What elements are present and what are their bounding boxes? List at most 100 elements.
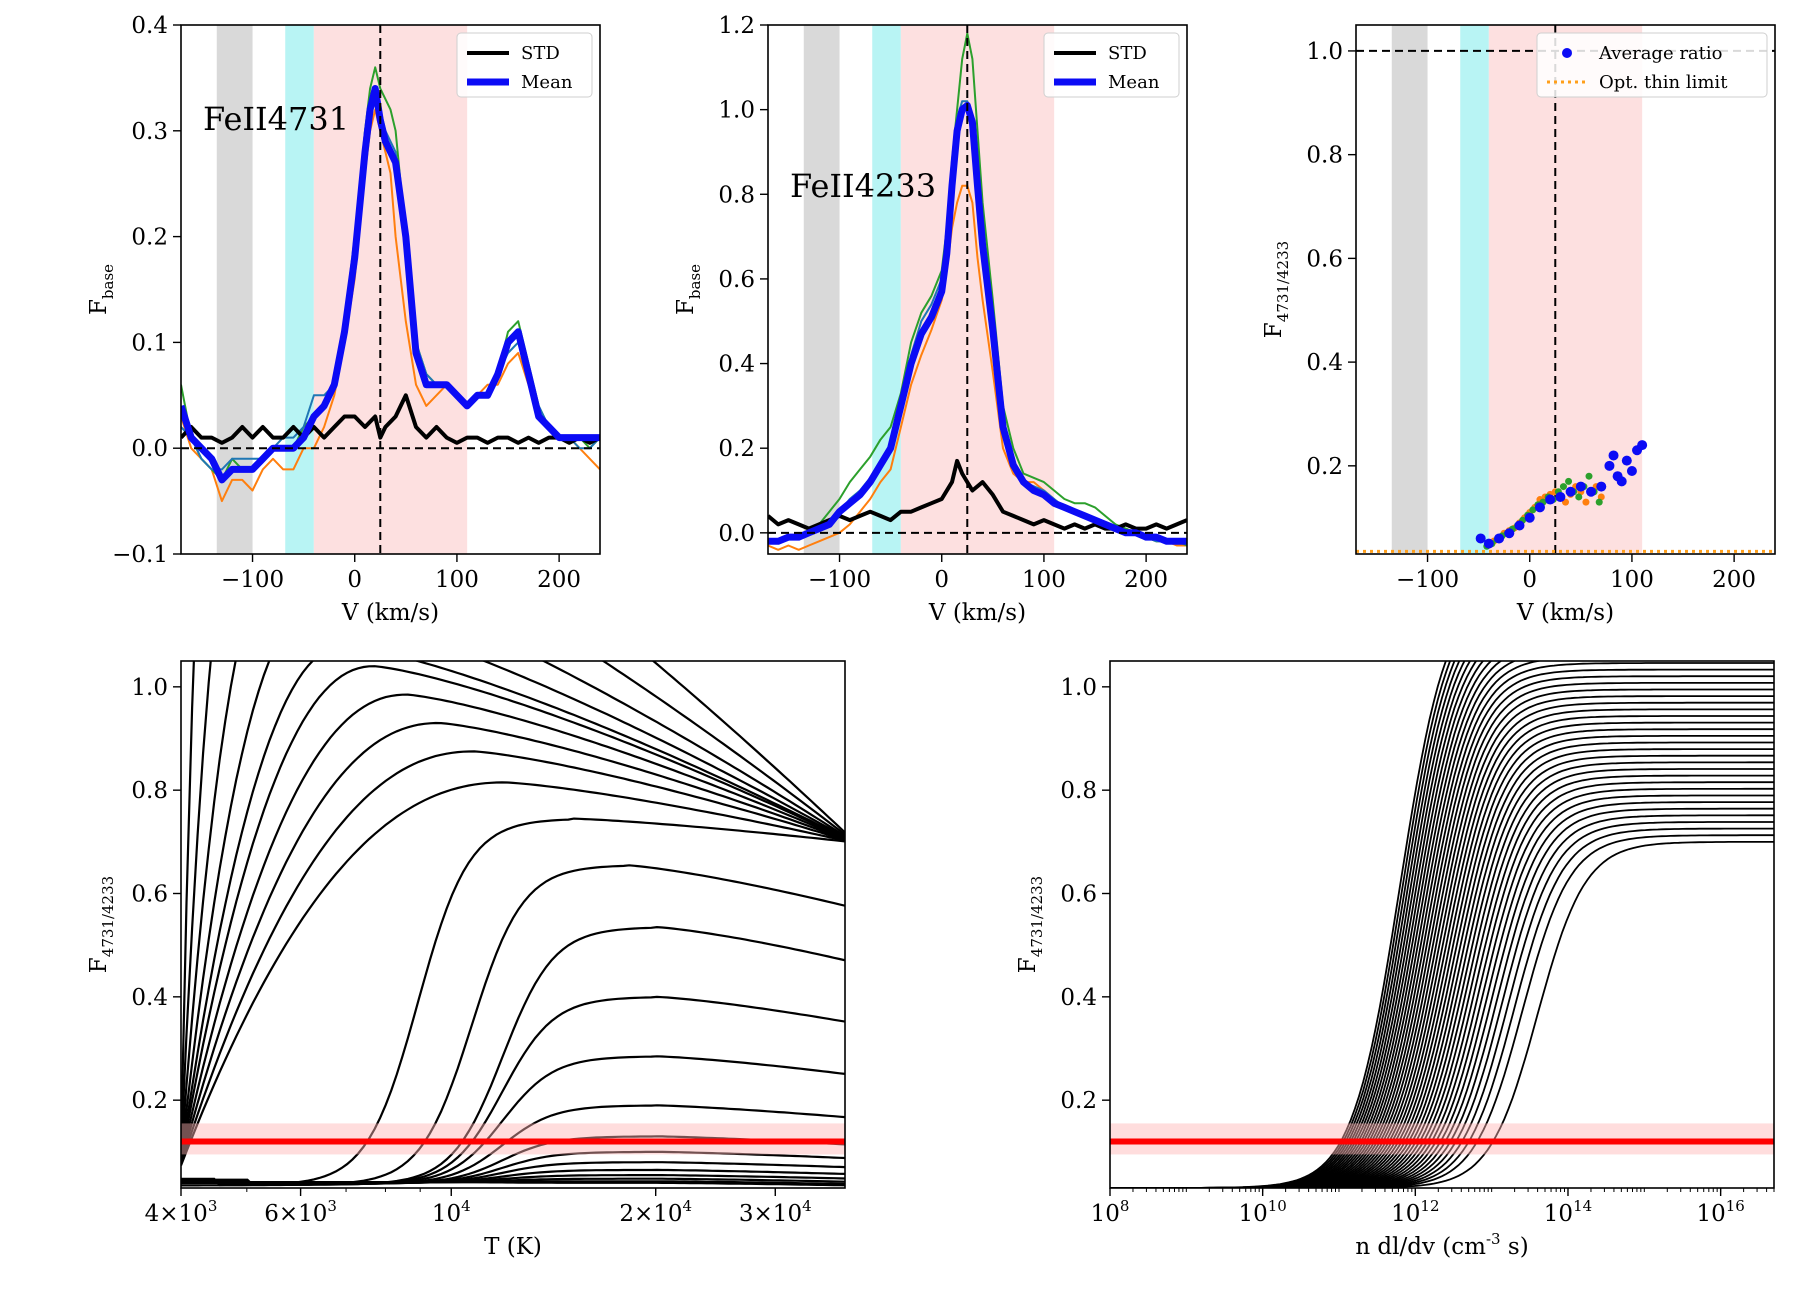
point-avg-points [1565,486,1576,497]
legend-label: Mean [1108,72,1160,93]
legend-label: Average ratio [1598,43,1723,64]
point-green-points [1595,498,1603,506]
y-axis-label: Fbase [86,264,117,315]
point-avg-points [1555,491,1566,502]
axes-frame [180,24,601,555]
y-tick-label: 0.8 [131,778,168,804]
legend-label: STD [1108,43,1147,64]
panel-p4: 4×103 6×103 104 2×104 3×104 0.2 0.4 0.6 0.8 1.0 T … [86,660,846,1260]
x-tick-label: 100 [1022,567,1066,593]
x-tick-label: 2×104 [619,1197,692,1227]
x-axis-label: V (km/s) [341,600,439,626]
model-curve [181,661,845,1153]
line-annotation: FeII4233 [790,167,936,205]
y-tick-label: 0.8 [718,182,755,208]
point-avg-points [1475,533,1486,544]
x-tick-label: 0 [934,567,949,593]
point-avg-points [1596,481,1607,492]
model-curve [181,661,845,1159]
model-curve [1110,834,1774,1188]
model-curve [181,721,845,1164]
y-axis-label: Fbase [673,264,704,315]
model-curve [1110,807,1774,1188]
model-curve [181,661,845,1157]
point-avg-points [1575,481,1586,492]
x-tick-label: 200 [537,567,581,593]
x-tick-label: −100 [221,567,284,593]
model-curve [181,661,845,1148]
panel-p3: Average ratio Opt. thin limit −100 0 100 200 0… [1261,24,1776,626]
point-avg-points [1524,512,1535,523]
pink-band [900,25,1055,554]
cyan-band [285,25,314,554]
y-tick-label: 0.4 [131,985,168,1011]
x-tick-label: 4×103 [145,1197,218,1227]
x-tick-label: 108 [1091,1197,1130,1227]
legend-marker [1562,48,1572,58]
point-avg-points [1514,520,1525,531]
point-green-points [1585,472,1593,480]
y-tick-label: 0.3 [131,119,168,145]
legend-label: Mean [521,72,573,93]
model-curve [181,750,845,1165]
axes-frame [180,660,846,1189]
legend-box [1536,32,1768,98]
series-mean [768,101,1187,545]
gray-band [1391,25,1428,554]
y-tick-label: 1.0 [1306,39,1343,65]
x-tick-label: 0 [1522,567,1537,593]
panel-p1: FeII4731 STD Mean −100 0 100 200 −0.1 0.0 0.1 0.2 0… [86,13,601,626]
x-tick-label: 104 [432,1197,471,1227]
legend-label: Opt. thin limit [1599,72,1728,93]
model-curve [1110,754,1774,1188]
x-tick-label: 1014 [1544,1197,1592,1227]
x-axis-label: V (km/s) [928,600,1026,626]
y-tick-label: 0.2 [1306,454,1343,480]
panel-p5: 108 1010 1012 1014 1016 0.2 0.4 0.6 0.8 1.0 n dl/d… [1015,660,1775,1260]
x-tick-label: 1012 [1391,1197,1439,1227]
x-tick-label: 100 [435,567,479,593]
series-std [181,393,600,445]
model-curve [181,781,845,1166]
x-tick-label: 0 [347,567,362,593]
y-tick-label: 1.0 [718,98,755,124]
point-avg-points [1626,466,1637,477]
plot-area [181,25,600,554]
x-tick-label: 100 [1610,567,1654,593]
point-avg-points [1545,494,1556,505]
model-curve [1110,761,1774,1188]
model-curve [1110,728,1774,1188]
model-curve [1110,708,1774,1188]
model-curve [1110,721,1774,1188]
model-curve [181,1181,845,1187]
model-curve [1110,741,1774,1188]
point-avg-points [1494,533,1505,544]
model-curve [1110,701,1774,1188]
point-avg-points [1534,502,1545,513]
x-tick-label: 6×103 [264,1197,337,1227]
point-avg-points [1616,476,1627,487]
y-tick-label: 1.0 [1060,675,1097,701]
model-curve [181,661,845,1161]
legend: STD Mean [456,32,593,98]
legend-label: STD [521,43,560,64]
model-curve [1110,821,1774,1188]
y-tick-label: 0.6 [718,267,755,293]
model-curve [1110,841,1774,1188]
y-tick-label: 0.4 [1306,350,1343,376]
plot-area [1110,661,1774,1188]
gray-band [803,25,840,554]
series-mean [181,85,600,484]
x-tick-label: 200 [1124,567,1168,593]
x-tick-label: 1016 [1696,1197,1744,1227]
panel-p2: FeII4233 STD Mean −100 0 100 200 0.0 0.2 0.4 0.6 0.… [673,13,1188,626]
point-green-points [1575,493,1583,501]
x-axis-label: T (K) [484,1234,542,1260]
y-tick-label: 0.8 [1060,778,1097,804]
model-curve [1110,768,1774,1188]
point-orange-points [1582,498,1590,506]
model-curve [1110,748,1774,1188]
axes-frame [767,24,1188,555]
y-tick-label: 0.1 [131,330,168,356]
